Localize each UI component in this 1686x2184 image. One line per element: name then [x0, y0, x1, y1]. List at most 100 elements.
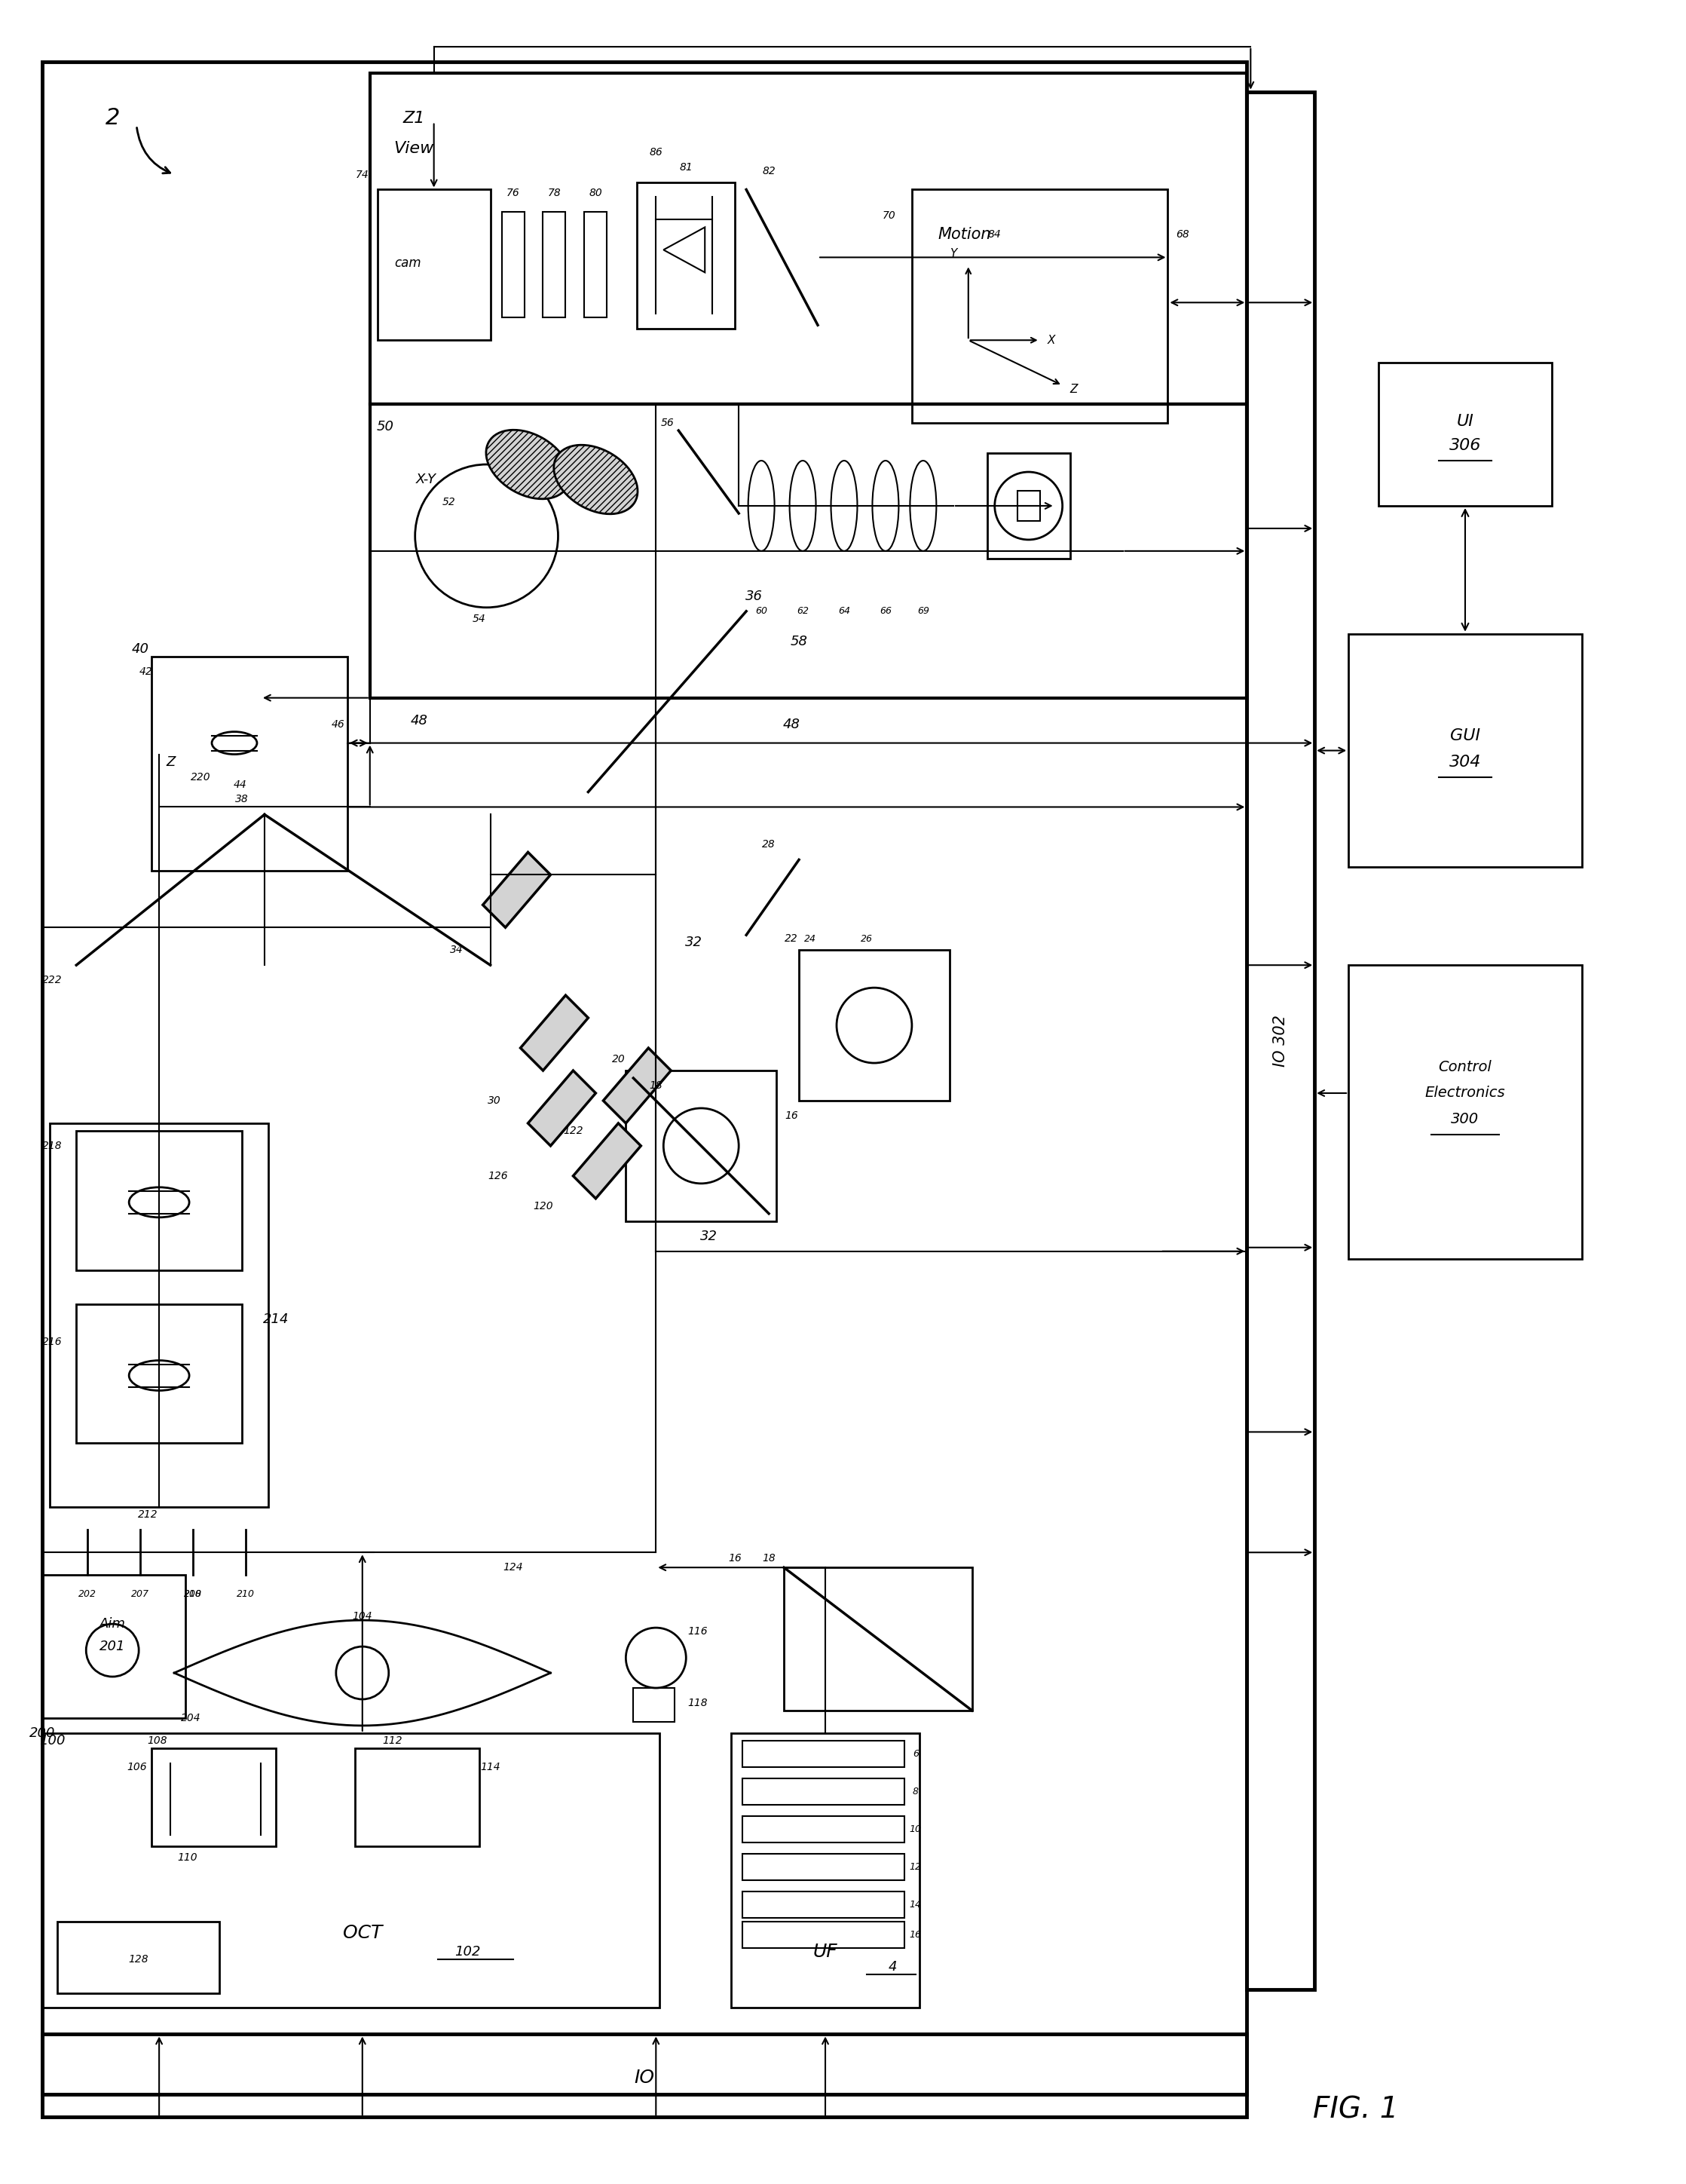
- Text: 2: 2: [105, 107, 120, 129]
- Text: Electronics: Electronics: [1425, 1085, 1506, 1101]
- Text: 114: 114: [481, 1762, 501, 1771]
- Text: 16: 16: [728, 1553, 742, 1564]
- Bar: [42, 61, 1248, 2094]
- Bar: [732, 1734, 919, 2007]
- Polygon shape: [521, 996, 588, 1070]
- Text: 69: 69: [917, 607, 929, 616]
- Text: 74: 74: [356, 168, 369, 179]
- Bar: [57, 1922, 219, 1994]
- Bar: [626, 1070, 776, 1221]
- Text: 110: 110: [177, 1852, 197, 1863]
- Text: X: X: [1047, 334, 1055, 345]
- Text: 16: 16: [910, 1931, 922, 1939]
- Text: 54: 54: [472, 614, 486, 625]
- Text: 300: 300: [1452, 1112, 1479, 1127]
- Text: 124: 124: [502, 1562, 523, 1572]
- Text: 8: 8: [912, 1787, 919, 1797]
- Text: 212: 212: [138, 1509, 158, 1520]
- Bar: [1349, 633, 1581, 867]
- Bar: [742, 1741, 904, 1767]
- Text: 112: 112: [383, 1736, 403, 1745]
- Text: OCT: OCT: [342, 1924, 383, 1942]
- Text: 210: 210: [236, 1590, 255, 1599]
- Text: 118: 118: [688, 1697, 708, 1708]
- Text: 82: 82: [762, 166, 776, 177]
- Text: 116: 116: [688, 1627, 708, 1636]
- Bar: [585, 212, 607, 317]
- Text: 80: 80: [588, 188, 602, 199]
- Text: 216: 216: [42, 1337, 62, 1348]
- Text: 126: 126: [487, 1171, 507, 1182]
- Bar: [986, 452, 1071, 559]
- Text: 208: 208: [184, 1590, 202, 1599]
- Bar: [152, 657, 347, 871]
- Bar: [502, 212, 524, 317]
- Text: 207: 207: [132, 1590, 150, 1599]
- Text: 214: 214: [263, 1313, 288, 1326]
- Bar: [637, 181, 735, 330]
- Text: 20: 20: [612, 1055, 626, 1064]
- Bar: [1349, 965, 1581, 1258]
- Text: 48: 48: [410, 714, 428, 727]
- Bar: [742, 1778, 904, 1804]
- Text: 22: 22: [784, 933, 797, 943]
- Bar: [742, 1815, 904, 1843]
- Bar: [42, 2033, 1248, 2116]
- Bar: [152, 1747, 277, 1845]
- Text: 28: 28: [762, 839, 776, 850]
- Text: UI: UI: [1457, 415, 1474, 428]
- Bar: [543, 212, 565, 317]
- Bar: [1248, 92, 1315, 1990]
- Bar: [76, 1131, 241, 1271]
- Text: cam: cam: [395, 256, 422, 271]
- Text: 32: 32: [700, 1230, 717, 1243]
- Text: 100: 100: [39, 1734, 66, 1747]
- Text: View: View: [393, 140, 433, 155]
- Text: 18: 18: [649, 1081, 663, 1090]
- Text: 58: 58: [791, 636, 808, 649]
- Ellipse shape: [553, 446, 637, 513]
- Text: 66: 66: [880, 607, 892, 616]
- Text: IO: IO: [634, 2068, 654, 2088]
- Text: X-Y: X-Y: [416, 472, 437, 487]
- Polygon shape: [482, 852, 551, 928]
- Bar: [742, 1854, 904, 1880]
- Text: 210: 210: [184, 1590, 202, 1599]
- Text: 120: 120: [533, 1201, 553, 1212]
- Text: 76: 76: [506, 188, 519, 199]
- Bar: [354, 1747, 479, 1845]
- Polygon shape: [604, 1048, 671, 1123]
- Bar: [634, 1688, 674, 1721]
- Polygon shape: [528, 1070, 595, 1147]
- Bar: [42, 1734, 659, 2007]
- Text: 106: 106: [126, 1762, 147, 1771]
- Bar: [784, 1568, 973, 1710]
- Text: 81: 81: [679, 162, 693, 173]
- Text: 40: 40: [132, 642, 148, 655]
- Text: 60: 60: [755, 607, 767, 616]
- Text: 50: 50: [376, 419, 393, 435]
- Bar: [742, 1891, 904, 1918]
- Bar: [378, 190, 491, 341]
- Text: 70: 70: [882, 210, 895, 221]
- Text: GUI: GUI: [1450, 727, 1480, 743]
- Text: 4: 4: [889, 1959, 897, 1974]
- Text: 306: 306: [1450, 439, 1480, 452]
- Text: 304: 304: [1450, 753, 1480, 769]
- Text: 42: 42: [138, 666, 152, 677]
- Text: Z: Z: [1069, 384, 1077, 395]
- Text: 202: 202: [79, 1590, 96, 1599]
- Text: Y: Y: [949, 249, 958, 260]
- Text: 56: 56: [661, 417, 674, 428]
- Ellipse shape: [486, 430, 570, 498]
- Text: UF: UF: [813, 1942, 838, 1961]
- Text: 38: 38: [236, 795, 248, 804]
- Text: 6: 6: [912, 1749, 919, 1758]
- Text: 48: 48: [782, 716, 801, 732]
- Text: IO 302: IO 302: [1273, 1013, 1288, 1066]
- Bar: [742, 1922, 904, 1948]
- Text: 18: 18: [762, 1553, 776, 1564]
- Text: 44: 44: [234, 780, 248, 791]
- Text: 220: 220: [191, 771, 211, 782]
- Bar: [1379, 363, 1551, 507]
